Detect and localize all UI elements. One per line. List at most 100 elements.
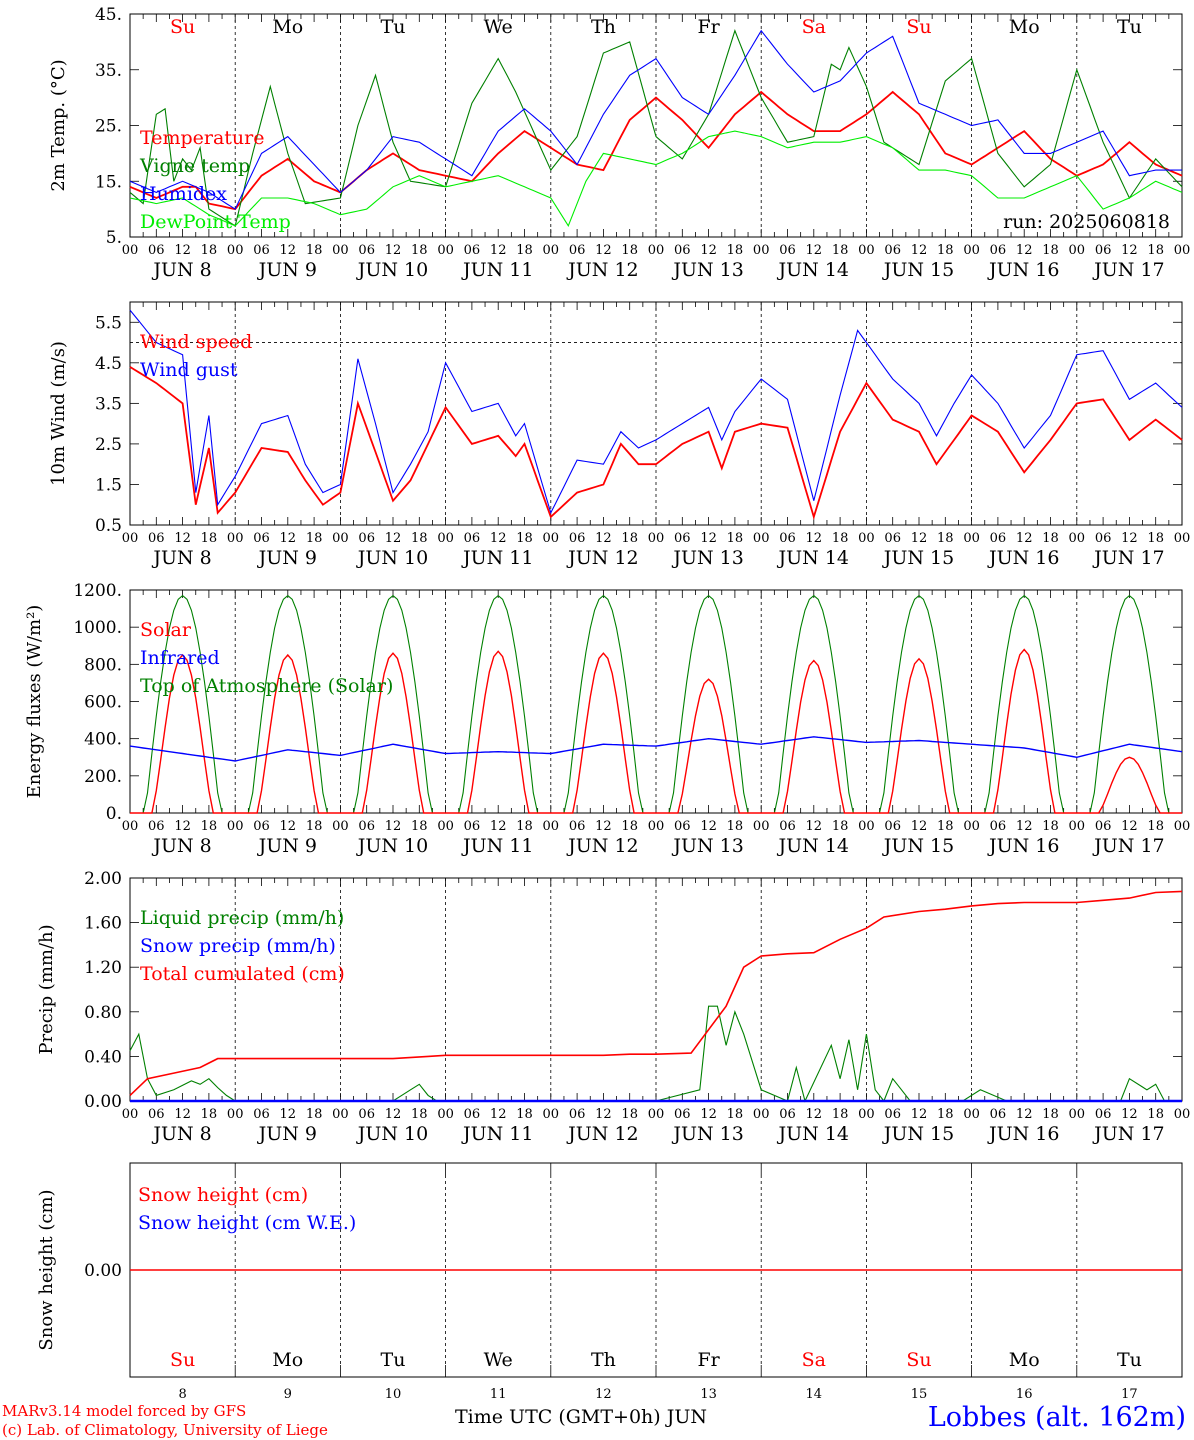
hour-tick-label: 06 (1095, 531, 1112, 546)
day-number-label: 14 (806, 1387, 823, 1402)
hour-tick-label: 00 (227, 243, 244, 258)
legend-entry: Vigne temp (139, 155, 250, 177)
hour-tick-label: 18 (937, 1107, 954, 1122)
date-label: JUN 8 (151, 259, 211, 281)
day-number-label: 17 (1121, 1387, 1138, 1402)
hour-tick-label: 18 (201, 243, 218, 258)
hour-tick-label: 18 (621, 243, 638, 258)
hour-tick-label: 18 (727, 819, 744, 834)
hour-tick-label: 00 (437, 1107, 454, 1122)
date-label: JUN 17 (1092, 259, 1164, 281)
hour-tick-label: 00 (1069, 1107, 1086, 1122)
hour-tick-label: 18 (832, 531, 849, 546)
day-label: Mo (272, 1349, 303, 1371)
y-tick-label: 45. (95, 5, 122, 25)
legend-entry: DewPoint Temp (140, 211, 291, 233)
hour-tick-label: 12 (385, 1107, 402, 1122)
day-label: Th (591, 16, 616, 38)
y-tick-label: 0.80 (84, 1003, 122, 1023)
hour-tick-label: 00 (543, 1107, 560, 1122)
hour-tick-label: 12 (806, 819, 823, 834)
date-label: JUN 8 (151, 547, 211, 569)
day-label: Mo (272, 16, 303, 38)
day-label: Tu (381, 1349, 406, 1371)
legend-entry: Snow precip (mm/h) (140, 935, 336, 957)
y-tick-label: 1200. (73, 581, 122, 601)
day-label: Fr (697, 1349, 720, 1371)
hour-tick-label: 06 (990, 531, 1007, 546)
y-tick-label: 1000. (73, 618, 122, 638)
hour-tick-label: 06 (884, 1107, 901, 1122)
y-axis-label: 10m Wind (m/s) (48, 341, 69, 486)
hour-tick-label: 12 (385, 531, 402, 546)
hour-tick-label: 06 (148, 819, 165, 834)
legend-entry: Wind gust (140, 359, 238, 381)
hour-tick-label: 12 (174, 531, 191, 546)
series-line (129, 890, 1183, 1096)
hour-tick-label: 12 (806, 1107, 823, 1122)
hour-tick-label: 00 (543, 819, 560, 834)
y-tick-label: 0. (106, 804, 122, 824)
y-tick-label: 35. (95, 61, 122, 81)
panel-3-frame (129, 589, 1183, 814)
hour-tick-label: 00 (753, 819, 770, 834)
date-label: JUN 12 (566, 1123, 638, 1145)
series-line (129, 29, 1183, 227)
hour-tick-label: 06 (464, 243, 481, 258)
hour-tick-label: 18 (516, 819, 533, 834)
day-label: Tu (381, 16, 406, 38)
hour-tick-label: 00 (332, 531, 349, 546)
y-tick-label: 1.5 (95, 475, 122, 495)
hour-tick-label: 06 (464, 819, 481, 834)
legend-entry: Liquid precip (mm/h) (140, 907, 344, 929)
y-axis-label: 2m Temp. (°C) (48, 59, 69, 191)
day-number-label: 8 (178, 1387, 186, 1402)
hour-tick-label: 18 (832, 819, 849, 834)
hour-tick-label: 06 (1095, 243, 1112, 258)
hour-tick-label: 12 (700, 531, 717, 546)
hour-tick-label: 12 (700, 819, 717, 834)
hour-tick-label: 18 (937, 819, 954, 834)
date-label: JUN 9 (257, 835, 317, 857)
y-tick-label: 3.5 (95, 394, 122, 414)
hour-tick-label: 06 (358, 243, 375, 258)
hour-tick-label: 12 (280, 1107, 297, 1122)
hour-tick-label: 12 (595, 531, 612, 546)
date-label: JUN 16 (987, 547, 1059, 569)
date-label: JUN 9 (257, 259, 317, 281)
date-label: JUN 13 (671, 259, 743, 281)
day-label: Su (906, 16, 931, 38)
hour-tick-label: 18 (1147, 243, 1164, 258)
day-label: We (484, 1349, 513, 1371)
hour-tick-label: 00 (122, 1107, 139, 1122)
hour-tick-label: 12 (1016, 1107, 1033, 1122)
hour-tick-label: 00 (122, 243, 139, 258)
hour-tick-label: 00 (543, 243, 560, 258)
y-tick-label: 1.20 (84, 958, 122, 978)
hour-tick-label: 06 (569, 819, 586, 834)
hour-tick-label: 06 (779, 243, 796, 258)
date-label: JUN 11 (461, 1123, 533, 1145)
hour-tick-label: 12 (490, 243, 507, 258)
hour-tick-label: 00 (332, 1107, 349, 1122)
date-label: JUN 11 (461, 259, 533, 281)
date-label: JUN 10 (356, 547, 428, 569)
hour-tick-label: 00 (122, 531, 139, 546)
hour-tick-label: 18 (411, 819, 428, 834)
hour-tick-label: 12 (911, 531, 928, 546)
hour-tick-label: 06 (148, 531, 165, 546)
hour-tick-label: 00 (858, 819, 875, 834)
date-label: JUN 15 (882, 259, 954, 281)
panel-2-frame (129, 301, 1183, 526)
hour-tick-label: 06 (358, 819, 375, 834)
day-label: Tu (1117, 1349, 1142, 1371)
date-label: JUN 12 (566, 547, 638, 569)
hour-tick-label: 18 (1042, 531, 1059, 546)
hour-tick-label: 00 (858, 531, 875, 546)
day-number-label: 13 (700, 1387, 717, 1402)
hour-tick-label: 00 (543, 531, 560, 546)
hour-tick-label: 12 (1016, 531, 1033, 546)
hour-tick-label: 12 (806, 243, 823, 258)
hour-tick-label: 06 (148, 243, 165, 258)
hour-tick-label: 12 (806, 531, 823, 546)
